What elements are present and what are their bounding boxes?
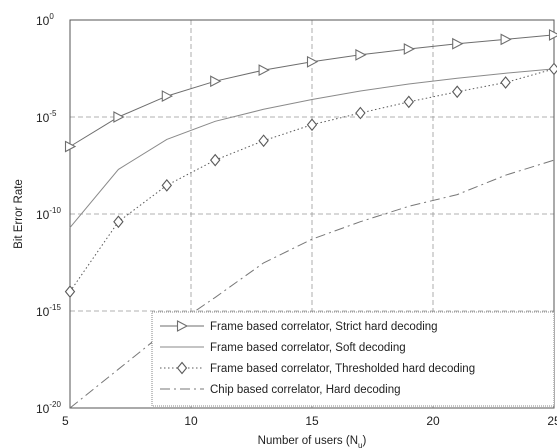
y-tick-label-2: 10-10	[36, 206, 61, 222]
series-2-point-9	[500, 76, 511, 89]
series-0-point-6	[355, 48, 367, 61]
series-markers	[64, 29, 557, 298]
series-2-point-5	[306, 118, 318, 132]
series-0-point-9	[500, 33, 512, 46]
y-axis-label: Bit Error Rate	[13, 179, 25, 249]
series-0-point-1	[113, 111, 125, 123]
x-tick-label-2: 15	[305, 414, 319, 428]
series-line-3	[69, 159, 555, 409]
y-tick-labels: 100 10-5 10-10 10-15 10-20	[36, 12, 61, 416]
series-2-point-7	[403, 95, 415, 109]
legend-label-2: Frame based correlator, Thresholded hard…	[210, 363, 475, 375]
y-tick-label-3: 10-15	[36, 303, 61, 319]
y-tick-label-4: 10-20	[36, 400, 61, 416]
series-2-point-0	[64, 285, 76, 298]
series-0-point-0	[64, 140, 77, 153]
x-axis-label-subscript: u	[358, 441, 362, 448]
plot-frame	[69, 19, 555, 409]
x-tick-label-0: 5	[62, 414, 69, 428]
x-tick-label-4: 25	[547, 414, 557, 428]
series-line-1	[69, 68, 555, 228]
legend: Frame based correlator, Strict hard deco…	[151, 311, 555, 407]
legend-marker-2	[176, 361, 188, 375]
series-0-point-2	[161, 90, 173, 102]
legend-label-0: Frame based correlator, Strict hard deco…	[210, 321, 438, 333]
series-0-point-8	[452, 37, 464, 50]
series-0-point-10	[548, 29, 557, 41]
x-axis-label: Number of users (Nu)	[258, 435, 367, 448]
series-2-point-3	[209, 153, 221, 167]
legend-marker-0	[176, 320, 189, 332]
x-tick-labels: 5 10 15 20 25	[62, 414, 557, 428]
series-2-point-4	[258, 134, 269, 148]
legend-label-3: Chip based correlator, Hard decoding	[210, 384, 401, 396]
series-2-point-1	[113, 215, 124, 229]
series-line-2	[69, 68, 555, 292]
legend-label-1: Frame based correlator, Soft decoding	[210, 342, 406, 354]
series-2-point-8	[451, 85, 463, 99]
series-2-point-10	[548, 62, 557, 76]
y-tick-label-1: 10-5	[36, 109, 57, 125]
series-2-point-2	[161, 178, 173, 192]
series-0-point-4	[258, 64, 270, 77]
x-axis-label-close: )	[362, 435, 366, 447]
x-tick-label-1: 10	[184, 414, 198, 428]
x-tick-label-3: 20	[426, 414, 440, 428]
series-0-point-7	[403, 43, 415, 55]
series-0-point-5	[306, 55, 319, 68]
series-2-point-6	[355, 106, 366, 120]
series-0-point-3	[210, 75, 222, 88]
y-tick-label-0: 100	[36, 12, 54, 28]
legend-box	[151, 311, 555, 407]
